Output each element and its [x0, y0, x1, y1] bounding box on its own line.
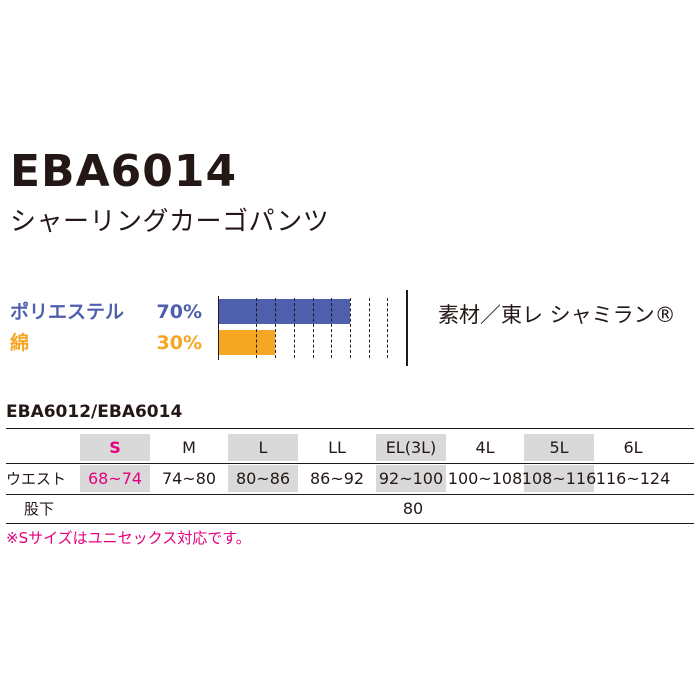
waist-cell: 116~124 — [595, 469, 671, 488]
size-header-cell: L — [228, 434, 298, 461]
fabric-note: 素材／東レ シャミラン® — [438, 303, 676, 327]
waist-cell: 86~92 — [309, 469, 365, 488]
waist-cell: 92~100 — [376, 465, 446, 492]
size-header-cell: S — [80, 434, 150, 461]
composition-scale-dash — [349, 298, 351, 358]
composition-bar-cotton — [219, 330, 276, 355]
material-name-cotton: 綿 — [10, 332, 30, 354]
table-top-rule — [6, 428, 694, 429]
size-header-cell: 5L — [524, 434, 594, 461]
waist-cell: 108~116 — [522, 465, 596, 492]
material-name-polyester: ポリエステル — [10, 301, 125, 323]
waist-cell: 74~80 — [161, 469, 217, 488]
material-percent-polyester: 70% — [156, 301, 202, 323]
material-percent-cotton: 30% — [156, 332, 202, 354]
waist-cell: 80~86 — [228, 465, 298, 492]
composition-scale-dash — [387, 298, 389, 358]
waist-cell: 100~108 — [447, 469, 523, 488]
size-header-cell: LL — [328, 438, 346, 457]
footnote: ※Sサイズはユニセックス対応です。 — [6, 529, 251, 547]
header-rule — [6, 463, 694, 464]
composition-bar-axis — [218, 296, 219, 360]
waist-rule — [6, 494, 694, 495]
size-header-cell: M — [182, 438, 196, 457]
size-header-cell: EL(3L) — [376, 434, 446, 461]
product-name: シャーリングカーゴパンツ — [10, 207, 330, 237]
waist-cell: 68~74 — [80, 465, 150, 492]
composition-bar-polyester — [219, 299, 350, 324]
inseam-label: 股下 — [24, 500, 55, 518]
product-code: EBA6014 — [10, 146, 238, 197]
waist-label: ウエスト — [6, 470, 67, 488]
composition-scale-dash — [368, 298, 370, 358]
table-bottom-rule — [6, 523, 694, 524]
series-label: EBA6012/EBA6014 — [6, 402, 183, 422]
size-header-cell: 6L — [623, 438, 643, 457]
composition-bar-end — [406, 290, 408, 366]
inseam-value: 80 — [402, 499, 424, 518]
size-header-cell: 4L — [475, 438, 495, 457]
